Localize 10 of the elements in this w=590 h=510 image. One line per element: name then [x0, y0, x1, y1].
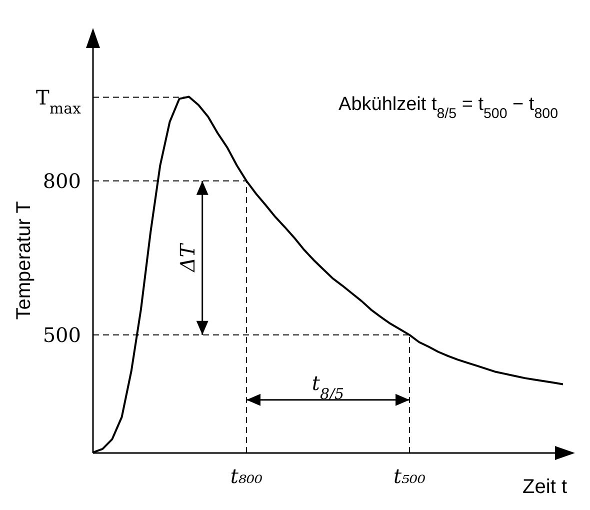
annotation: ΔT [175, 242, 200, 273]
x-axis-title: Zeit t [522, 476, 568, 498]
annotation: Abkühlzeit t$_{8/5}$ = t$_{500}$ − t$_{800}$ [338, 94, 558, 122]
y-tick-label: 500 [42, 322, 81, 347]
x-tick-label: t₅₀₀ [393, 464, 426, 488]
y-tick-label: 800 [42, 168, 81, 193]
y-axis-title: Temperatur T [13, 201, 35, 320]
y-tick-label: T$_{max}$ [36, 85, 82, 118]
annotation: t$_{8/5}$ [312, 370, 344, 403]
x-tick-label: t₈₀₀ [230, 464, 263, 488]
